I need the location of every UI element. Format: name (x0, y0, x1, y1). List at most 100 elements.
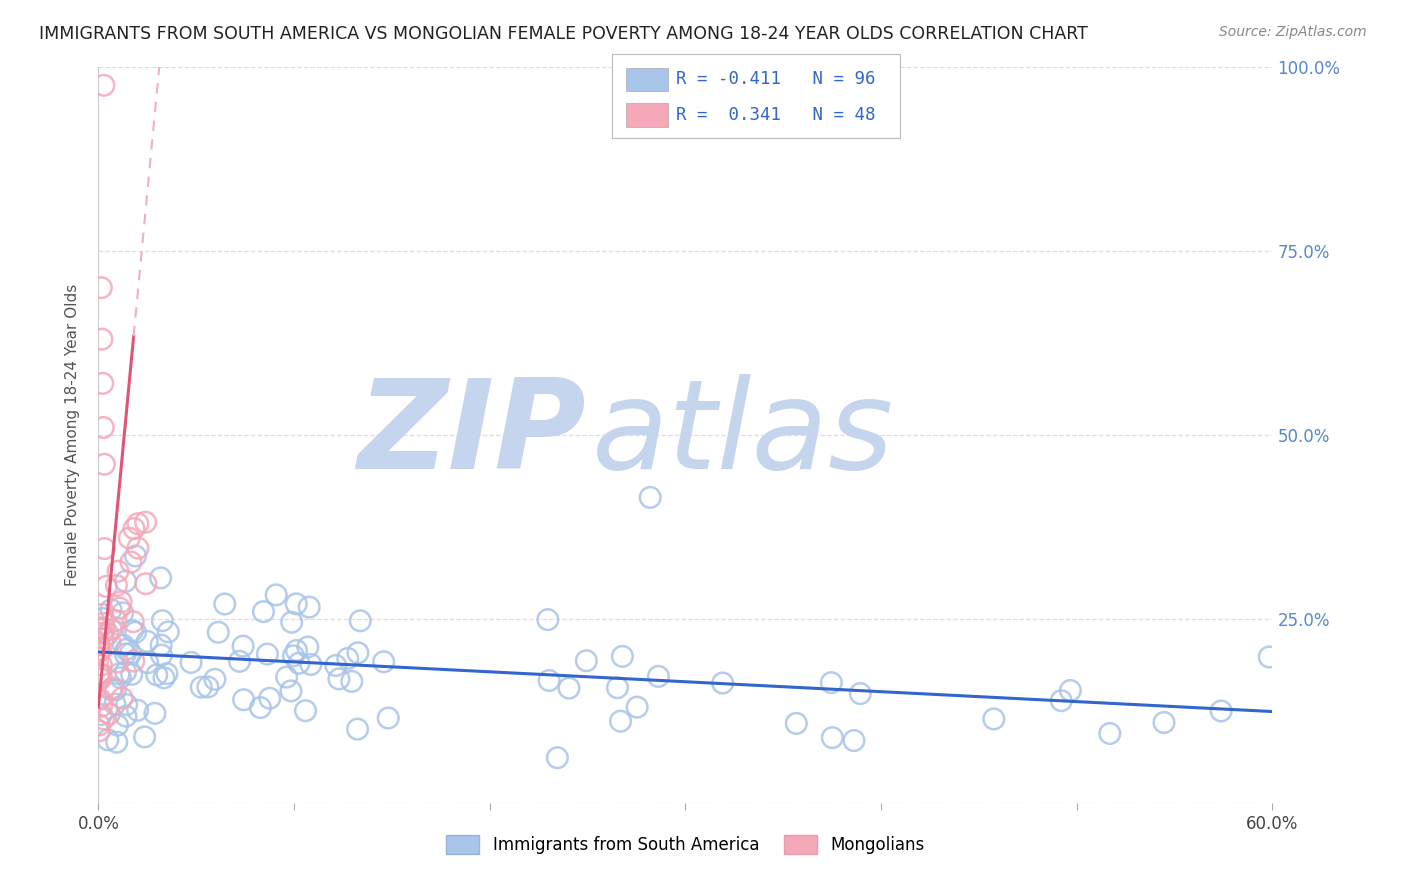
Point (89, 718, 111, 732)
Point (606, 681, 628, 695)
Point (150, 648, 173, 662)
Point (537, 613, 560, 627)
Point (136, 656, 159, 670)
Point (98, 635, 121, 649)
Point (328, 672, 350, 686)
Point (299, 657, 322, 672)
Point (105, 578, 128, 592)
Point (90, 642, 112, 657)
Text: atlas: atlas (592, 375, 894, 495)
Point (93, 622, 115, 636)
Point (546, 750, 568, 764)
Point (124, 625, 146, 640)
Point (180, 656, 202, 670)
Point (122, 522, 145, 536)
Point (264, 588, 287, 602)
Legend: Immigrants from South America, Mongolians: Immigrants from South America, Mongolian… (439, 828, 932, 861)
Point (190, 680, 212, 694)
Point (91, 332, 114, 346)
Point (842, 733, 865, 747)
Point (127, 516, 149, 531)
Point (249, 700, 271, 714)
Point (114, 665, 136, 679)
Point (90, 707, 112, 722)
Point (285, 597, 308, 611)
Point (252, 605, 274, 619)
Y-axis label: Female Poverty Among 18-24 Year Olds: Female Poverty Among 18-24 Year Olds (65, 284, 80, 586)
Point (107, 564, 129, 578)
Point (90, 672, 112, 686)
Point (115, 709, 138, 723)
Point (197, 680, 219, 694)
Point (1153, 715, 1175, 730)
Point (111, 606, 134, 620)
Point (127, 541, 149, 555)
Point (153, 671, 176, 685)
Point (93, 712, 115, 726)
Point (228, 654, 250, 668)
Text: R =  0.341   N = 48: R = 0.341 N = 48 (676, 106, 876, 124)
Point (259, 691, 281, 706)
Point (256, 647, 278, 661)
Text: ZIP: ZIP (357, 375, 586, 495)
Point (377, 711, 399, 725)
Point (820, 675, 842, 690)
Point (115, 698, 138, 712)
Point (115, 642, 138, 657)
Point (711, 676, 734, 690)
Point (1211, 704, 1233, 718)
Point (121, 624, 143, 638)
Point (89, 692, 111, 706)
Point (118, 531, 141, 545)
Point (276, 670, 298, 684)
Point (91, 632, 114, 646)
Point (373, 655, 395, 669)
Point (298, 600, 321, 615)
Point (104, 697, 127, 711)
Point (91, 376, 114, 391)
Point (346, 722, 368, 736)
Point (135, 576, 157, 591)
Point (90, 667, 112, 681)
Point (638, 491, 661, 505)
Point (983, 712, 1005, 726)
Point (1050, 694, 1073, 708)
Point (114, 574, 136, 589)
Point (785, 716, 807, 731)
Point (122, 654, 145, 668)
Point (135, 515, 157, 529)
Point (283, 648, 305, 663)
Point (609, 714, 631, 729)
Point (232, 639, 254, 653)
Point (122, 615, 145, 629)
Point (150, 638, 173, 652)
Point (110, 671, 132, 685)
Point (121, 667, 143, 681)
Point (110, 595, 132, 609)
Point (294, 704, 316, 718)
Point (150, 614, 173, 628)
Point (849, 687, 872, 701)
Point (87, 666, 110, 681)
Point (626, 700, 648, 714)
Point (90, 699, 112, 714)
Point (114, 647, 136, 661)
Point (538, 673, 561, 688)
Point (94, 579, 117, 593)
Point (90, 658, 112, 673)
Point (558, 681, 581, 695)
Text: IMMIGRANTS FROM SOUTH AMERICA VS MONGOLIAN FEMALE POVERTY AMONG 18-24 YEAR OLDS : IMMIGRANTS FROM SOUTH AMERICA VS MONGOLI… (39, 25, 1088, 43)
Point (349, 614, 371, 628)
Point (336, 651, 359, 665)
Point (105, 614, 128, 628)
Point (214, 597, 236, 611)
Point (90, 281, 112, 295)
Point (647, 669, 669, 683)
Point (280, 615, 302, 630)
Point (112, 638, 135, 652)
Point (91, 626, 114, 640)
Point (105, 735, 128, 749)
Point (207, 625, 229, 640)
Point (325, 658, 347, 673)
Point (120, 647, 142, 661)
